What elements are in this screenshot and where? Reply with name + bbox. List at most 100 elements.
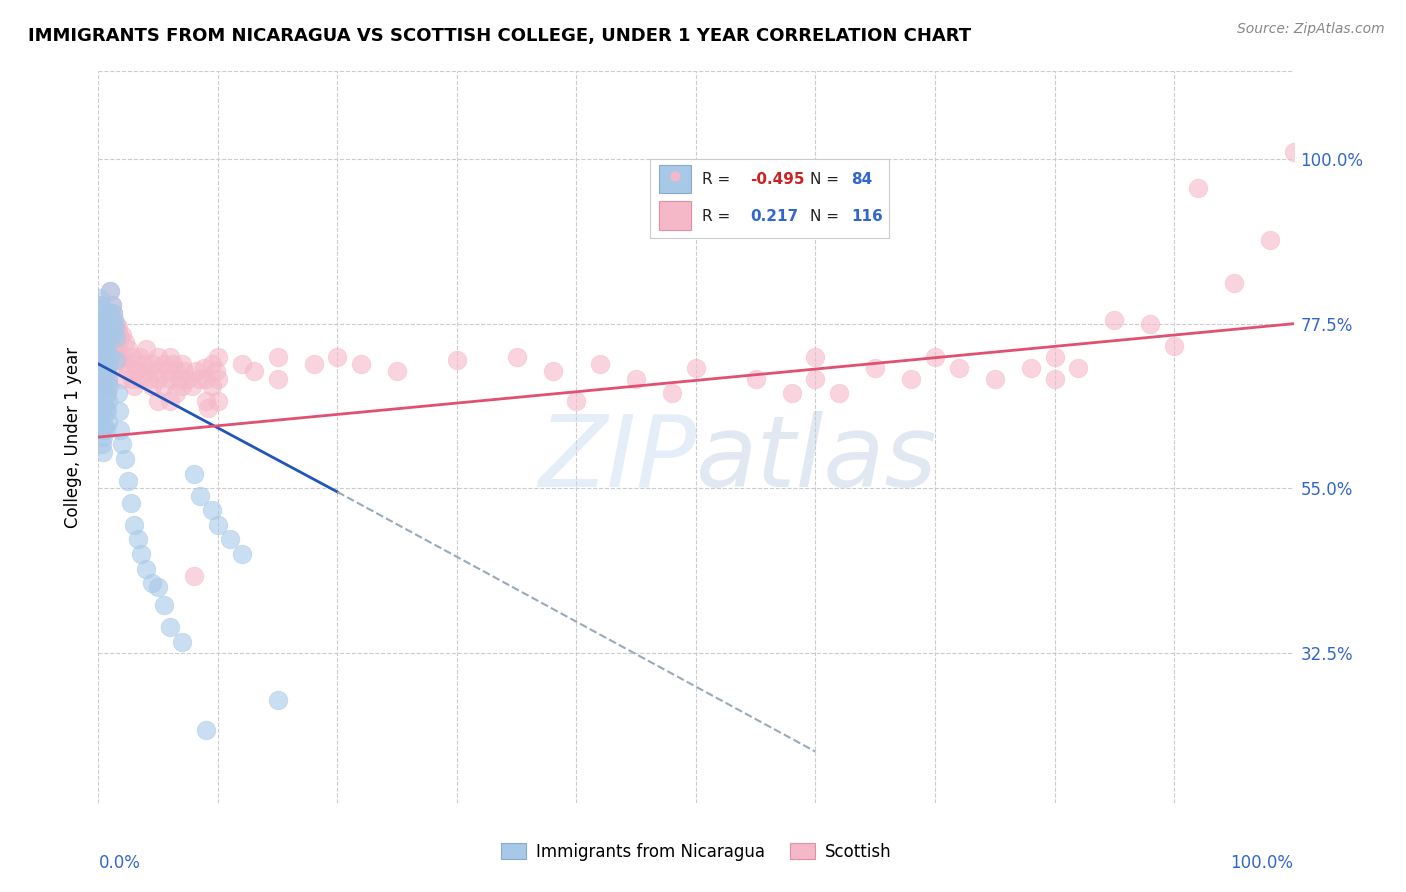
Point (121, 350, 143, 364)
Point (97, 350, 120, 364)
Point (1104, 313, 1126, 327)
Point (984, 371, 1007, 385)
Point (135, 364, 157, 378)
Point (207, 371, 229, 385)
Point (350, 357, 373, 371)
Text: 0.0%: 0.0% (98, 854, 141, 872)
Point (89, 376, 111, 390)
Point (107, 343, 129, 357)
Point (104, 343, 127, 357)
Point (195, 723, 218, 737)
Point (1282, 145, 1305, 159)
Point (177, 371, 200, 385)
Point (153, 599, 176, 613)
Point (117, 343, 139, 357)
Point (159, 350, 181, 364)
Point (117, 474, 139, 488)
Point (94, 357, 117, 371)
Point (91, 310, 114, 324)
Text: N =: N = (810, 209, 839, 224)
Point (91, 393, 114, 408)
Point (948, 360, 970, 375)
Point (1043, 371, 1066, 385)
Point (94, 423, 117, 437)
Point (98, 284, 122, 298)
Point (94, 334, 117, 349)
Point (148, 580, 170, 594)
Point (804, 350, 827, 364)
Point (91, 437, 114, 451)
Point (91, 423, 114, 437)
Point (1139, 317, 1161, 331)
Point (219, 533, 242, 547)
Point (127, 533, 149, 547)
Point (169, 371, 191, 385)
Point (101, 306, 124, 320)
Point (98, 379, 121, 393)
Point (326, 350, 349, 364)
Point (141, 576, 163, 591)
Point (93, 371, 115, 385)
Point (159, 620, 181, 634)
Point (188, 489, 211, 503)
Point (93, 353, 115, 368)
Point (446, 353, 468, 368)
Point (107, 320, 129, 334)
Text: 84: 84 (851, 171, 872, 186)
Point (90, 317, 112, 331)
Point (96, 386, 118, 401)
Text: Source: ZipAtlas.com: Source: ZipAtlas.com (1237, 22, 1385, 37)
Point (207, 393, 229, 408)
Point (131, 547, 153, 561)
Point (195, 371, 218, 385)
Point (93, 397, 115, 411)
Point (148, 350, 170, 364)
Point (100, 320, 122, 334)
Point (153, 357, 176, 371)
Point (98, 327, 122, 342)
Point (108, 331, 131, 345)
Point (93, 313, 115, 327)
Point (91, 371, 114, 385)
Point (183, 467, 205, 481)
Point (105, 317, 128, 331)
Point (91, 313, 114, 327)
Point (685, 360, 707, 375)
Point (173, 364, 195, 378)
Point (90, 317, 112, 331)
Point (98, 357, 121, 371)
Point (129, 350, 152, 364)
Point (107, 327, 129, 342)
Point (193, 360, 215, 375)
Point (195, 393, 218, 408)
Point (197, 401, 219, 415)
Point (103, 338, 125, 352)
Point (96, 386, 118, 401)
Point (94, 401, 117, 415)
Point (91, 404, 114, 418)
Point (111, 371, 134, 385)
Point (385, 364, 409, 378)
Point (156, 364, 179, 378)
Text: N =: N = (810, 171, 839, 186)
Point (93, 331, 115, 345)
Point (98, 357, 121, 371)
Point (91, 350, 114, 364)
Text: 0.217: 0.217 (751, 209, 799, 224)
Point (165, 364, 187, 378)
Point (129, 371, 152, 385)
Point (104, 320, 127, 334)
Point (153, 379, 176, 393)
Point (91, 320, 114, 334)
Point (626, 371, 648, 385)
Point (135, 343, 157, 357)
Point (1223, 277, 1246, 291)
Point (96, 343, 118, 357)
Point (91, 327, 114, 342)
Point (98, 306, 122, 320)
Point (924, 350, 946, 364)
Point (97, 371, 120, 385)
Point (201, 379, 224, 393)
Point (231, 547, 253, 561)
Point (148, 393, 170, 408)
